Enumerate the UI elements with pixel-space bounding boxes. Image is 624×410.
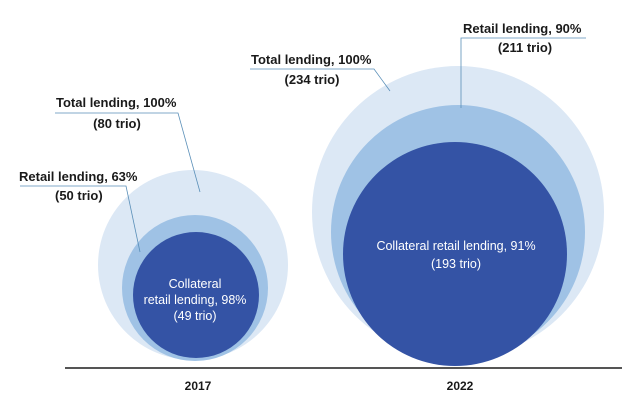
- label-2017-total-1: Total lending, 100%: [56, 95, 177, 110]
- label-2017-retail-2: (50 trio): [55, 188, 103, 203]
- group-2022: Total lending, 100% (234 trio) Retail le…: [250, 21, 604, 366]
- label-2022-total-1: Total lending, 100%: [251, 52, 372, 67]
- year-label-2017: 2017: [185, 379, 212, 393]
- label-2017-total-2: (80 trio): [93, 116, 141, 131]
- label-2017-collateral-3: (49 trio): [173, 309, 216, 323]
- label-2022-collateral-1: Collateral retail lending, 91%: [376, 239, 535, 253]
- circle-2017-collateral: [133, 232, 259, 358]
- label-2017-collateral-1: Collateral: [169, 277, 222, 291]
- label-2022-retail-1: Retail lending, 90%: [463, 21, 582, 36]
- label-2022-total-2: (234 trio): [285, 72, 340, 87]
- leader-2022-total: [250, 68, 391, 92]
- label-2017-retail-1: Retail lending, 63%: [19, 169, 138, 184]
- label-2022-collateral-2: (193 trio): [431, 257, 481, 271]
- label-2017-collateral-2: retail lending, 98%: [144, 293, 247, 307]
- circle-2022-collateral: [343, 142, 567, 366]
- group-2017: Total lending, 100% (80 trio) Retail len…: [19, 95, 288, 361]
- leader-2017-total: [55, 112, 201, 193]
- leader-2017-retail: [20, 185, 141, 253]
- leader-2022-retail: [460, 37, 586, 108]
- year-label-2022: 2022: [447, 379, 474, 393]
- label-2022-retail-2: (211 trio): [498, 40, 552, 55]
